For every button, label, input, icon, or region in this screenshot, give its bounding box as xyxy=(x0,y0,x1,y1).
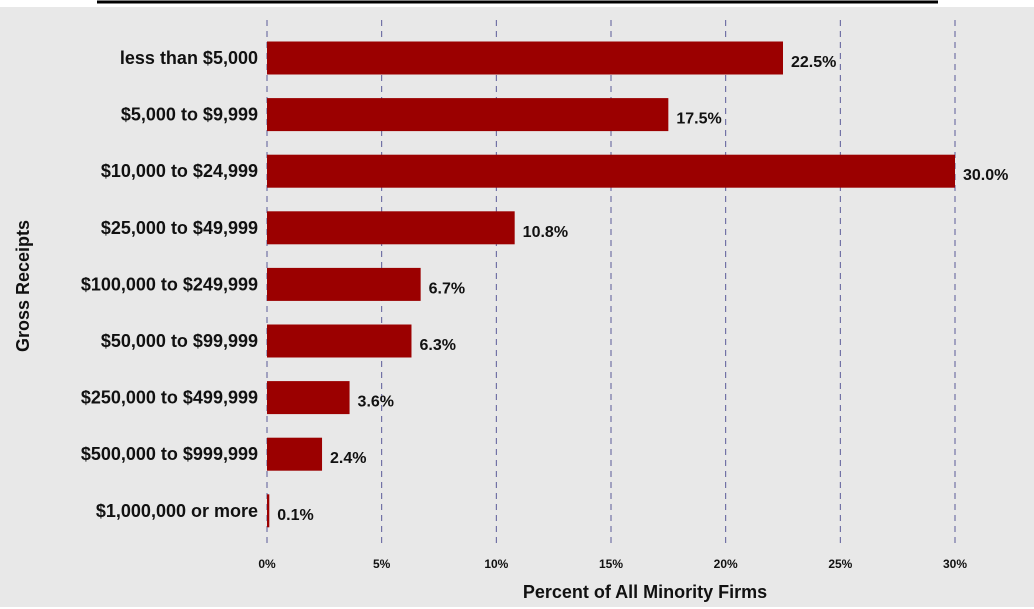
value-labels: 22.5% 17.5% 30.0% 10.8% 6.7% 6.3% 3.6% 2.4% 0.1% xyxy=(277,54,1008,524)
data-label: 22.5% xyxy=(791,54,836,71)
data-label: 3.6% xyxy=(358,394,394,411)
data-label: 30.0% xyxy=(963,167,1008,184)
category-label: $500,000 to $999,999 xyxy=(81,444,258,464)
bar xyxy=(267,437,323,471)
x-tick-label: 10% xyxy=(484,557,508,571)
bar xyxy=(267,41,783,75)
data-label: 6.7% xyxy=(429,280,465,297)
data-label: 2.4% xyxy=(330,450,366,467)
category-label: less than $5,000 xyxy=(120,48,258,68)
bar xyxy=(267,98,669,132)
bar xyxy=(267,211,515,245)
bar xyxy=(267,494,270,528)
category-label: $10,000 to $24,999 xyxy=(101,161,258,181)
x-tick-label: 5% xyxy=(373,557,391,571)
bar xyxy=(267,267,421,301)
x-tick-label: 15% xyxy=(599,557,623,571)
bar xyxy=(267,154,955,188)
x-tick-label: 30% xyxy=(943,557,967,571)
bars xyxy=(267,41,955,528)
bar xyxy=(267,324,412,358)
category-label: $250,000 to $499,999 xyxy=(81,388,258,408)
category-label: $1,000,000 or more xyxy=(96,501,258,521)
category-label: $50,000 to $99,999 xyxy=(101,331,258,351)
category-labels: less than $5,000 $5,000 to $9,999 $10,000 … xyxy=(81,48,258,521)
category-label: $100,000 to $249,999 xyxy=(81,274,258,294)
category-label: $5,000 to $9,999 xyxy=(121,105,258,125)
data-label: 17.5% xyxy=(676,111,721,128)
x-axis-title: Percent of All Minority Firms xyxy=(523,582,767,602)
data-label: 0.1% xyxy=(277,507,313,524)
x-tick-label: 0% xyxy=(258,557,276,571)
y-axis-title: Gross Receipts xyxy=(13,220,33,352)
x-tick-label: 20% xyxy=(714,557,738,571)
x-tick-labels: 0% 5% 10% 15% 20% 25% 30% xyxy=(258,557,967,571)
category-label: $25,000 to $49,999 xyxy=(101,218,258,238)
data-label: 10.8% xyxy=(523,224,568,241)
x-tick-label: 25% xyxy=(828,557,852,571)
bar xyxy=(267,381,350,415)
data-label: 6.3% xyxy=(419,337,455,354)
